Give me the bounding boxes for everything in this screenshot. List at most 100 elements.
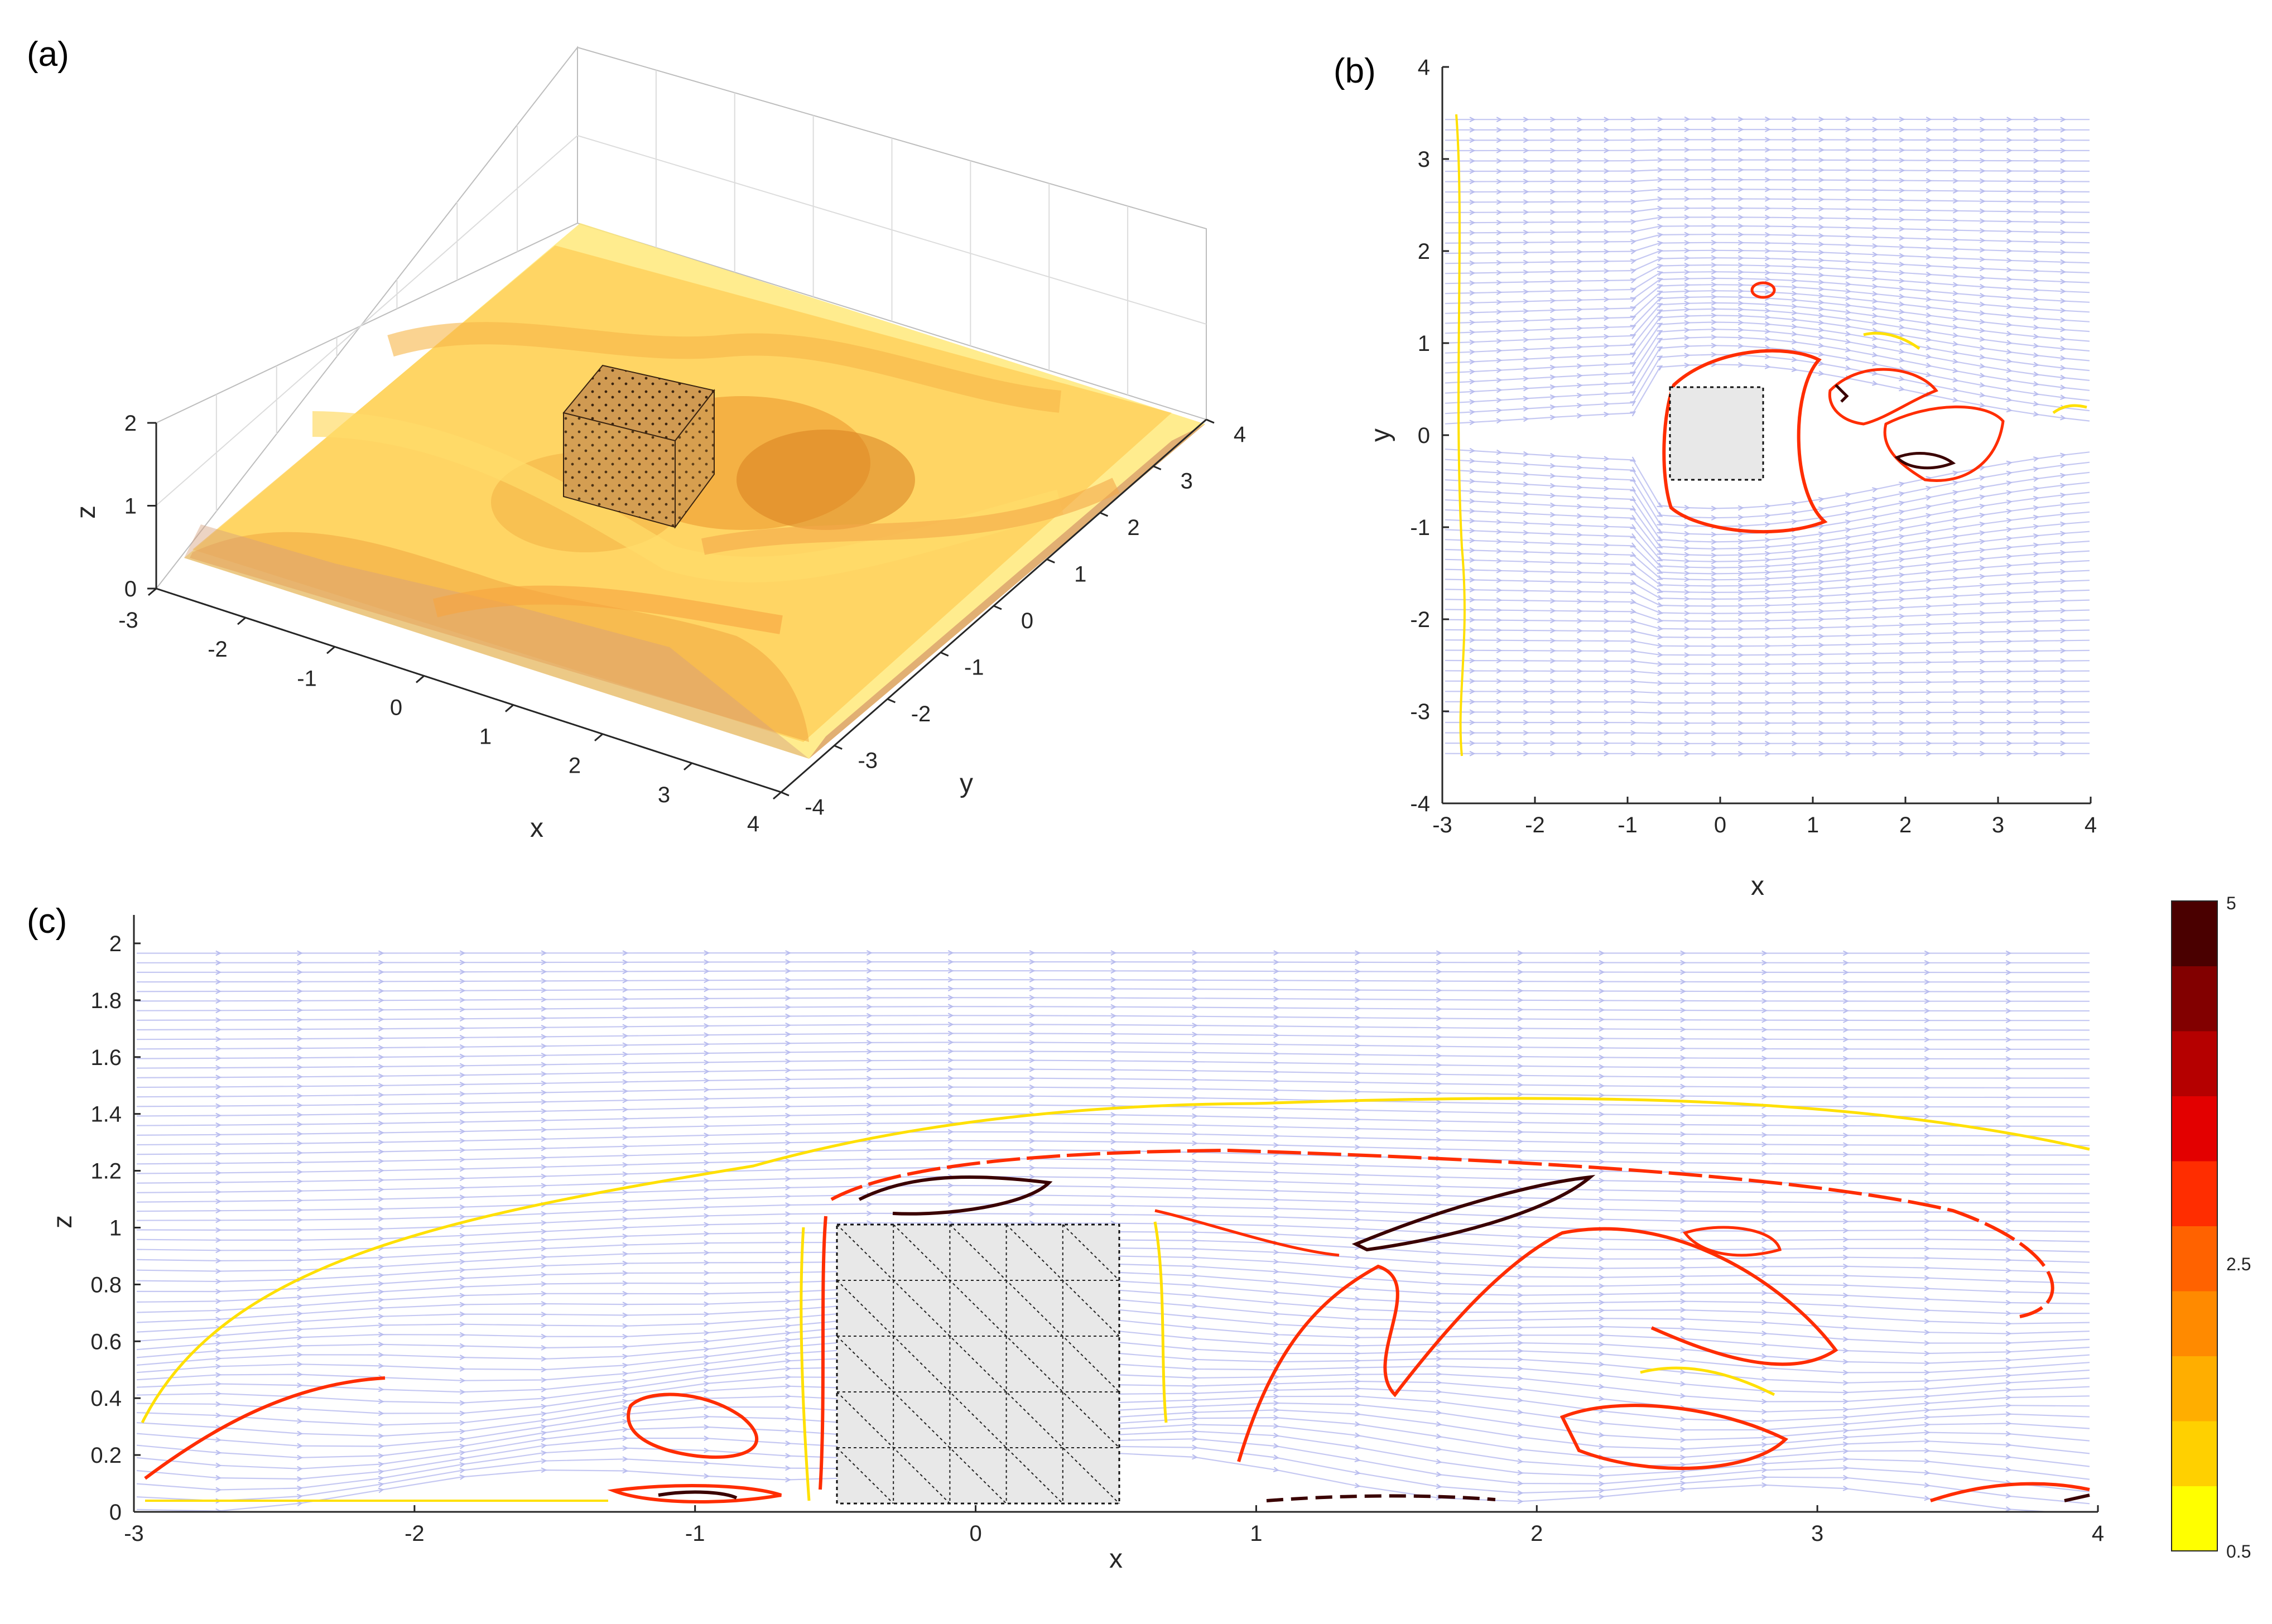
y-tick-label-a: -1 — [964, 656, 984, 680]
streamline — [136, 1087, 2090, 1098]
streamline — [1445, 355, 2090, 414]
x-tick-label-c: -3 — [124, 1521, 144, 1546]
y-axis-label-b: y — [1366, 428, 1395, 442]
streamline — [1445, 226, 2090, 233]
streamline — [1445, 702, 2090, 703]
streamline — [1445, 234, 2090, 243]
contour-dark-outlet-c — [2064, 1493, 2090, 1502]
y-tick-label-c: 0.6 — [90, 1329, 122, 1354]
streamline — [1445, 329, 2090, 383]
contour-red-front-c — [819, 1216, 827, 1490]
z-tick-label-a: 1 — [124, 494, 137, 519]
x-tick-label-b: 1 — [1807, 813, 1819, 837]
grid-line — [156, 135, 578, 506]
y-tick-label-a: -4 — [805, 795, 825, 820]
streamline — [136, 1061, 2090, 1069]
panel-a-3d-plot: -3 -2 -1 0 1 2 3 4 -4 -3 -2 -1 0 1 2 3 4 0 1 2 x y z — [71, 46, 1246, 843]
floor-front-band — [184, 524, 809, 759]
streamline — [1445, 599, 2090, 613]
contour-dark-upper-wake-c — [1351, 1174, 1596, 1252]
contour-red-upper-c — [830, 1148, 2054, 1318]
y-tick-label-b: 2 — [1418, 239, 1430, 264]
streamline — [1445, 217, 2090, 223]
colorbar-segment — [2172, 1486, 2217, 1551]
colorbar-label-mid: 2.5 — [2226, 1254, 2251, 1274]
colorbar — [2171, 900, 2218, 1551]
y-tick-label-b: -3 — [1410, 700, 1430, 724]
y-tick-a — [940, 652, 949, 657]
x-tick-label-a: 2 — [569, 754, 581, 778]
grid-line — [577, 135, 1207, 325]
streamline — [1445, 285, 2090, 314]
y-tick-label-c: 0.4 — [90, 1386, 122, 1411]
contour-yellow-front-c — [800, 1227, 811, 1501]
contour-red-outlet-c — [1930, 1482, 2090, 1502]
streamline — [1445, 199, 2090, 202]
x-tick-label-c: 0 — [969, 1521, 981, 1546]
y-tick-label-c: 1.4 — [90, 1102, 122, 1127]
x-axis-label-a: x — [530, 813, 543, 843]
y-tick-a — [1153, 465, 1162, 470]
x-tick-label-b: -2 — [1525, 813, 1545, 837]
y-tick-a — [1206, 418, 1215, 424]
x-tick-a — [683, 762, 692, 770]
contour-small-b — [1750, 281, 1776, 299]
streamline — [1445, 189, 2090, 192]
x-tick-label-a: 0 — [390, 695, 402, 720]
y-tick-label-b: 3 — [1418, 147, 1430, 172]
y-tick-label-b: 1 — [1418, 331, 1430, 356]
y-tick-label-a: 4 — [1234, 422, 1246, 447]
y-axis-label-a: y — [960, 769, 973, 798]
y-tick-label-a: 2 — [1127, 515, 1139, 540]
contour-dark2-b — [1894, 452, 1956, 470]
colorbar-segment — [2172, 901, 2217, 966]
x-tick-label-b: 4 — [2085, 813, 2097, 837]
obstacle-c — [836, 1223, 1120, 1505]
streamline — [1445, 733, 2090, 734]
z-tick-label-a: 0 — [124, 577, 137, 601]
mesh-diagonal — [893, 1224, 1120, 1448]
colorbar-segment — [2172, 1421, 2217, 1486]
streamline — [1445, 129, 2090, 130]
panel-label-a: (a) — [27, 35, 69, 74]
streamline — [1445, 297, 2090, 333]
contour-yellow-edge-b — [2052, 404, 2087, 415]
streamline — [1445, 119, 2090, 120]
panel-c-side-plot: -3 -2 -1 0 1 2 3 4 0 0.2 0.4 0.6 0.8 1 1.2 1.4 1.6 1.8 2 x… — [48, 915, 2104, 1574]
contour-red-bottom-c — [607, 1483, 782, 1503]
streamline — [1445, 243, 2090, 253]
flow-band-3 — [432, 585, 783, 634]
contour-yellow-wake-c — [1153, 1221, 1168, 1423]
y-tick-a — [1099, 512, 1109, 517]
streamline — [1445, 743, 2090, 744]
y-tick-label-c: 1.6 — [90, 1045, 122, 1070]
streamline — [136, 971, 2090, 972]
mesh-diagonal — [836, 1391, 951, 1504]
colorbar-segment — [2172, 1291, 2217, 1356]
x-tick-label-c: 2 — [1530, 1521, 1543, 1546]
streamline — [136, 1051, 2090, 1059]
streamline — [1445, 150, 2090, 151]
y-tick-label-b: -4 — [1410, 792, 1430, 816]
wake-vortex-2 — [737, 430, 915, 530]
contour-yellow-upper-c — [141, 1097, 2090, 1424]
streamline — [1445, 650, 2090, 656]
colorbar-segment — [2172, 966, 2217, 1032]
y-tick-a — [887, 698, 896, 703]
y-tick-label-a: 3 — [1181, 469, 1193, 494]
x-tick-label-a: -3 — [118, 608, 138, 633]
obstacle-b — [1669, 386, 1764, 481]
x-tick-label-b: 0 — [1714, 813, 1726, 837]
streamline — [1445, 180, 2090, 182]
x-tick-a — [505, 704, 514, 712]
streamline — [1445, 449, 2090, 508]
streamline — [136, 1078, 2090, 1088]
streamline — [1445, 539, 2090, 574]
colorbar-segment — [2172, 1356, 2217, 1421]
streamline — [1445, 671, 2090, 673]
flow-band-2 — [312, 411, 1063, 582]
streamline — [1445, 470, 2090, 527]
grid-lines — [156, 70, 1207, 512]
x-axis-label-b: x — [1751, 871, 1764, 901]
